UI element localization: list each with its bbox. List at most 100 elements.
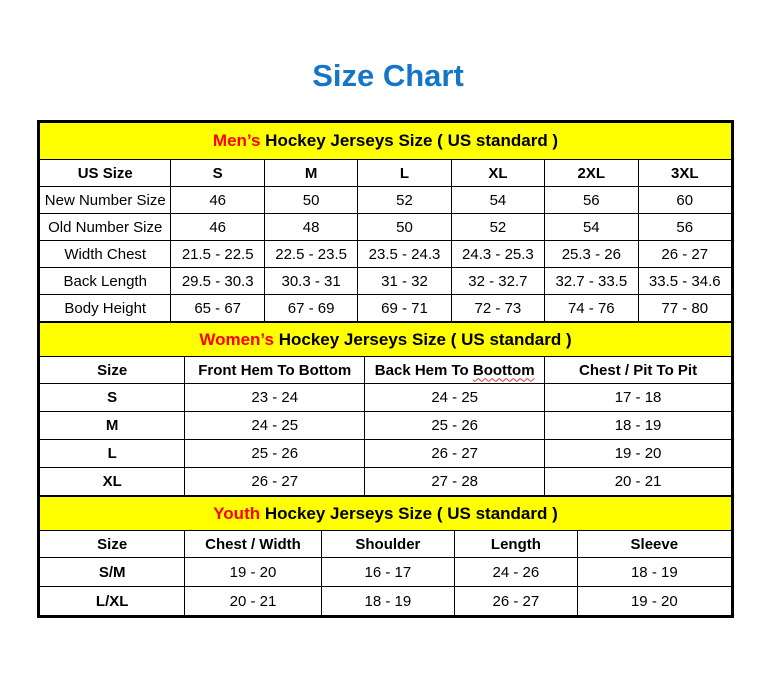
womens-size-table: Women’s Hockey Jerseys Size ( US standar… bbox=[38, 322, 732, 496]
youth-header-row: Size Chest / Width Shoulder Length Sleeve bbox=[38, 530, 733, 558]
value-cell: 16 - 17 bbox=[320, 557, 456, 587]
mens-table-row: Width Chest 21.5 - 22.5 22.5 - 23.5 23.5 - … bbox=[38, 240, 733, 268]
mens-column-header: M bbox=[263, 159, 359, 187]
value-cell: 33.5 - 34.6 bbox=[637, 267, 733, 295]
value-cell: 26 - 27 bbox=[637, 240, 733, 268]
value-cell: 54 bbox=[450, 186, 546, 214]
value-cell: 17 - 18 bbox=[544, 383, 732, 412]
womens-column-header: Size bbox=[38, 356, 186, 384]
mens-table-row: New Number Size 46 50 52 54 56 60 bbox=[38, 186, 733, 214]
youth-column-header: Chest / Width bbox=[184, 530, 322, 558]
womens-header-row: Size Front Hem To Bottom Back Hem To Boott… bbox=[38, 356, 732, 384]
value-cell: 20 - 21 bbox=[184, 586, 322, 616]
value-cell: 50 bbox=[263, 186, 359, 214]
value-cell: 26 - 27 bbox=[364, 439, 546, 468]
value-cell: 67 - 69 bbox=[263, 294, 359, 322]
mens-column-header: XL bbox=[450, 159, 546, 187]
value-cell: 26 - 27 bbox=[184, 467, 366, 496]
row-label: Width Chest bbox=[38, 240, 172, 268]
value-cell: 48 bbox=[263, 213, 359, 241]
value-cell: 24 - 25 bbox=[364, 383, 546, 412]
mens-band-rest: Hockey Jerseys Size ( US standard ) bbox=[260, 131, 559, 150]
value-cell: 60 bbox=[637, 186, 733, 214]
mens-column-header: S bbox=[170, 159, 265, 187]
value-cell: 19 - 20 bbox=[576, 586, 733, 616]
value-cell: 65 - 67 bbox=[170, 294, 265, 322]
value-cell: 29.5 - 30.3 bbox=[170, 267, 265, 295]
value-cell: 69 - 71 bbox=[357, 294, 452, 322]
size-chart-container: Men’s Hockey Jerseys Size ( US standard … bbox=[37, 120, 734, 618]
youth-band-row: Youth Hockey Jerseys Size ( US standard … bbox=[39, 496, 732, 531]
value-cell: 46 bbox=[170, 186, 265, 214]
value-cell: 25 - 26 bbox=[364, 411, 546, 440]
row-label: L/XL bbox=[38, 586, 186, 616]
mens-table-row: Old Number Size 46 48 50 52 54 56 bbox=[38, 213, 733, 241]
value-cell: 30.3 - 31 bbox=[263, 267, 359, 295]
youth-column-header: Length bbox=[454, 530, 578, 558]
row-label: Old Number Size bbox=[38, 213, 172, 241]
mens-band-title: Men’s Hockey Jerseys Size ( US standard … bbox=[39, 122, 732, 160]
value-cell: 21.5 - 22.5 bbox=[170, 240, 265, 268]
value-cell: 23.5 - 24.3 bbox=[357, 240, 452, 268]
womens-band-highlight: Women’s bbox=[199, 329, 274, 349]
value-cell: 25 - 26 bbox=[184, 439, 366, 468]
header-text: Back Hem To bbox=[374, 361, 473, 379]
value-cell: 31 - 32 bbox=[357, 267, 452, 295]
mens-band-row: Men’s Hockey Jerseys Size ( US standard … bbox=[39, 122, 732, 160]
mens-size-table: Men’s Hockey Jerseys Size ( US standard … bbox=[38, 122, 733, 322]
womens-column-header: Chest / Pit To Pit bbox=[544, 356, 732, 384]
row-label: XL bbox=[38, 467, 186, 496]
value-cell: 24 - 25 bbox=[184, 411, 366, 440]
value-cell: 24.3 - 25.3 bbox=[450, 240, 546, 268]
youth-table-row: S/M 19 - 20 16 - 17 24 - 26 18 - 19 bbox=[38, 557, 733, 587]
value-cell: 77 - 80 bbox=[637, 294, 733, 322]
youth-band-title: Youth Hockey Jerseys Size ( US standard … bbox=[39, 496, 732, 531]
mens-column-header: 2XL bbox=[544, 159, 639, 187]
mens-table-row: Body Height 65 - 67 67 - 69 69 - 71 72 - 73 7… bbox=[38, 294, 733, 322]
row-label: Body Height bbox=[38, 294, 172, 322]
value-cell: 32 - 32.7 bbox=[450, 267, 546, 295]
misspelled-word: Boottom bbox=[472, 361, 535, 379]
row-label: M bbox=[38, 411, 186, 440]
row-label: New Number Size bbox=[38, 186, 172, 214]
womens-table-row: XL 26 - 27 27 - 28 20 - 21 bbox=[38, 467, 732, 496]
womens-column-header: Front Hem To Bottom bbox=[184, 356, 366, 384]
womens-table-row: L 25 - 26 26 - 27 19 - 20 bbox=[38, 439, 732, 468]
mens-column-header: L bbox=[357, 159, 452, 187]
value-cell: 23 - 24 bbox=[184, 383, 366, 412]
mens-table-row: Back Length 29.5 - 30.3 30.3 - 31 31 - 32 32… bbox=[38, 267, 733, 295]
value-cell: 19 - 20 bbox=[544, 439, 732, 468]
value-cell: 50 bbox=[357, 213, 452, 241]
value-cell: 46 bbox=[170, 213, 265, 241]
value-cell: 27 - 28 bbox=[364, 467, 546, 496]
youth-column-header: Size bbox=[38, 530, 186, 558]
youth-table-row: L/XL 20 - 21 18 - 19 26 - 27 19 - 20 bbox=[38, 586, 733, 616]
womens-table-row: S 23 - 24 24 - 25 17 - 18 bbox=[38, 383, 732, 412]
womens-table-row: M 24 - 25 25 - 26 18 - 19 bbox=[38, 411, 732, 440]
value-cell: 24 - 26 bbox=[454, 557, 578, 587]
mens-band-highlight: Men’s bbox=[212, 131, 261, 150]
row-label: S/M bbox=[38, 557, 186, 587]
value-cell: 19 - 20 bbox=[184, 557, 322, 587]
value-cell: 54 bbox=[544, 213, 639, 241]
mens-column-header: 3XL bbox=[637, 159, 733, 187]
value-cell: 26 - 27 bbox=[454, 586, 578, 616]
youth-column-header: Shoulder bbox=[320, 530, 456, 558]
youth-size-table: Youth Hockey Jerseys Size ( US standard … bbox=[38, 496, 733, 616]
youth-column-header: Sleeve bbox=[576, 530, 733, 558]
value-cell: 18 - 19 bbox=[576, 557, 733, 587]
youth-band-rest: Hockey Jerseys Size ( US standard ) bbox=[260, 503, 558, 523]
page-title: Size Chart bbox=[312, 58, 464, 93]
womens-band-rest: Hockey Jerseys Size ( US standard ) bbox=[273, 329, 572, 349]
value-cell: 18 - 19 bbox=[544, 411, 732, 440]
row-label: S bbox=[38, 383, 186, 412]
row-label: Back Length bbox=[38, 267, 172, 295]
value-cell: 22.5 - 23.5 bbox=[263, 240, 359, 268]
mens-column-header: US Size bbox=[38, 159, 172, 187]
value-cell: 18 - 19 bbox=[320, 586, 456, 616]
womens-column-header: Back Hem To Boottom bbox=[364, 356, 546, 384]
value-cell: 56 bbox=[544, 186, 639, 214]
value-cell: 52 bbox=[357, 186, 452, 214]
value-cell: 32.7 - 33.5 bbox=[544, 267, 639, 295]
